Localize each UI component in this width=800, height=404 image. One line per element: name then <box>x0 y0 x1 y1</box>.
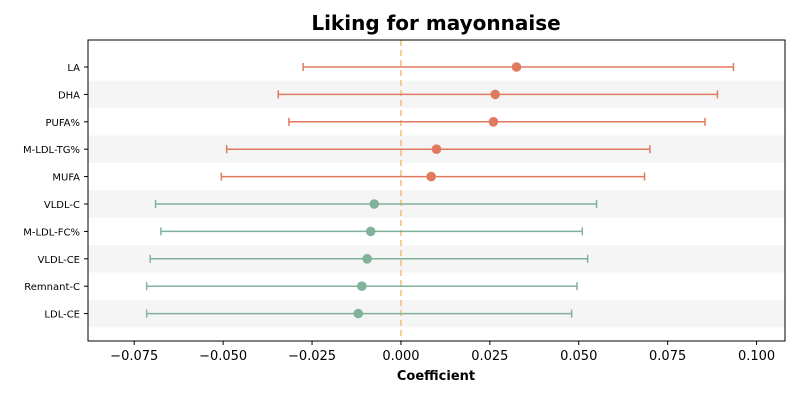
estimate-point <box>431 144 442 154</box>
x-tick-label: −0.050 <box>199 349 247 364</box>
x-tick-label: 0.075 <box>649 349 686 364</box>
estimate-point <box>353 308 364 319</box>
y-tick-label: Remnant-C <box>24 282 80 293</box>
estimate-point <box>426 171 436 182</box>
y-tick-label: DHA <box>58 90 80 101</box>
x-tick-label: 0.000 <box>382 349 419 364</box>
chart-title: Liking for mayonnaise <box>311 11 560 35</box>
estimate-point <box>511 62 522 72</box>
y-tick-label: VLDL-CE <box>38 255 80 266</box>
estimate-point <box>362 253 372 264</box>
x-tick-label: −0.025 <box>288 349 336 364</box>
estimate-point <box>369 199 380 209</box>
estimate-point <box>357 281 367 292</box>
x-tick-label: 0.050 <box>560 349 597 364</box>
y-tick-label: LA <box>67 63 80 74</box>
x-tick-label: −0.075 <box>110 349 158 364</box>
y-tick-label: M-LDL-FC% <box>23 227 80 238</box>
y-tick-label: PUFA% <box>45 118 80 129</box>
y-tick-label: VLDL-C <box>44 200 80 211</box>
estimate-point <box>490 89 500 100</box>
x-tick-label: 0.100 <box>738 349 775 364</box>
x-axis: −0.075 −0.050 −0.025 0.000 0.025 0.050 0.075 0.… <box>110 341 775 364</box>
y-axis: LA DHA PUFA% M-LDL-TG% MUFA VLDL-C M-LDL-FC% VL… <box>23 63 88 321</box>
y-tick-label: MUFA <box>52 173 80 184</box>
data-marks <box>145 62 735 319</box>
x-tick-label: 0.025 <box>471 349 508 364</box>
x-axis-label: Coefficient <box>397 369 475 384</box>
y-tick-label: LDL-CE <box>44 310 80 321</box>
y-tick-label: M-LDL-TG% <box>23 145 80 156</box>
estimate-point <box>488 117 499 127</box>
estimate-point <box>365 226 376 237</box>
plot-frame <box>87 39 786 342</box>
